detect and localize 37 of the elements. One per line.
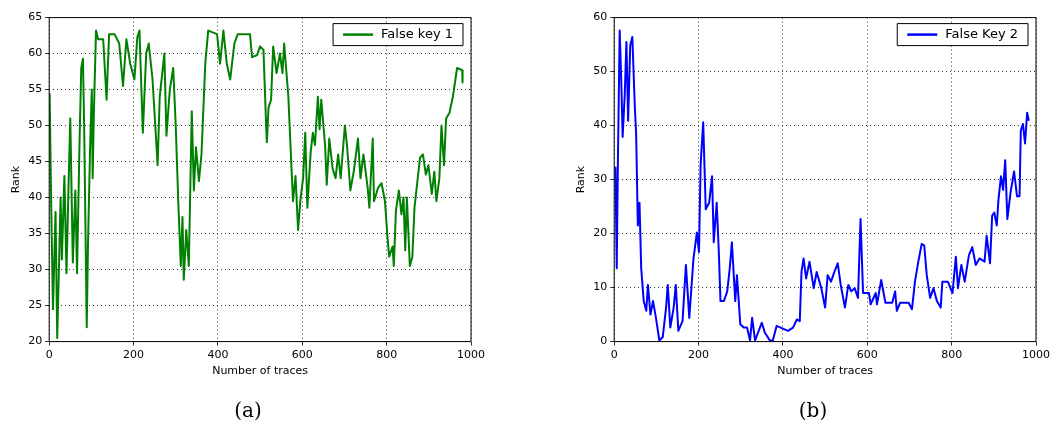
x-tick-label: 600 bbox=[291, 348, 313, 362]
x-tick-label: 200 bbox=[688, 348, 710, 362]
y-tick-label: 35 bbox=[28, 226, 43, 240]
y-tick-label: 55 bbox=[28, 82, 43, 96]
y-axis-title: Rank bbox=[9, 165, 23, 194]
text: (b) bbox=[798, 398, 828, 422]
x-tick-label: 400 bbox=[207, 348, 229, 362]
y-tick-label: 0 bbox=[600, 334, 608, 348]
x-axis-title: Number of traces bbox=[777, 364, 874, 378]
legend-label: False Key 2 bbox=[945, 25, 1019, 41]
x-tick-label: 800 bbox=[376, 348, 398, 362]
y-axis-title: Rank bbox=[574, 165, 588, 194]
y-tick-label: 30 bbox=[28, 262, 43, 276]
x-tick-label: 1000 bbox=[457, 348, 485, 362]
x-tick-label: 200 bbox=[123, 348, 145, 362]
x-axis-title: Number of traces bbox=[212, 364, 309, 378]
y-tick-label: 30 bbox=[593, 172, 608, 186]
y-tick-label: 25 bbox=[28, 298, 43, 312]
y-tick-label: 45 bbox=[28, 154, 43, 168]
y-tick-label: 40 bbox=[593, 118, 608, 132]
y-tick-label: 50 bbox=[593, 64, 608, 78]
y-tick-label: 60 bbox=[28, 46, 43, 60]
x-tick-label: 0 bbox=[610, 348, 618, 362]
x-tick-label: 1000 bbox=[1022, 348, 1050, 362]
x-tick-label: 600 bbox=[856, 348, 878, 362]
x-tick-label: 400 bbox=[772, 348, 794, 362]
x-tick-label: 800 bbox=[941, 348, 963, 362]
y-tick-label: 60 bbox=[593, 10, 608, 24]
y-tick-label: 10 bbox=[593, 280, 608, 294]
legend-label: False key 1 bbox=[381, 25, 454, 41]
y-tick-label: 20 bbox=[593, 226, 608, 240]
text: (a) bbox=[234, 398, 262, 422]
y-tick-label: 20 bbox=[28, 334, 43, 348]
y-tick-label: 65 bbox=[28, 10, 43, 24]
x-tick-label: 0 bbox=[45, 348, 53, 362]
y-tick-label: 40 bbox=[28, 190, 43, 204]
y-tick-label: 50 bbox=[28, 118, 43, 132]
